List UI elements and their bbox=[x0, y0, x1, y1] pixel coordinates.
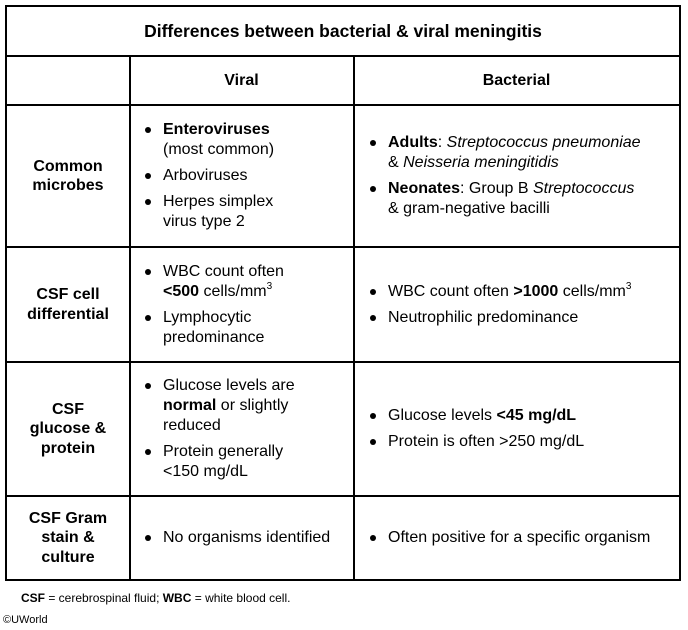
text-bold: normal bbox=[163, 397, 217, 414]
abbrev-csf: CSF bbox=[21, 591, 45, 605]
list-item: Protein is often >250 mg/dL bbox=[369, 432, 585, 452]
list-item: Enteroviruses (most common) bbox=[145, 120, 291, 160]
viral-glucose-protein-cell: Glucose levels are normal or slightly red… bbox=[139, 363, 349, 495]
text: or slightly reduced bbox=[163, 397, 289, 434]
row-header-csf-gram-stain-culture: CSF Gram stain & culture bbox=[7, 497, 129, 579]
text-bold: Enteroviruses bbox=[163, 121, 270, 138]
row-header-line: CSF bbox=[52, 400, 84, 418]
abbrev-wbc-definition: = white blood cell. bbox=[191, 591, 291, 605]
text-bold: Adults bbox=[388, 134, 438, 151]
row-header-line: differential bbox=[27, 305, 109, 323]
row-divider-1 bbox=[7, 104, 679, 106]
text-italic: Neisseria meningitidis bbox=[403, 154, 559, 171]
row-header-line: glucose & bbox=[29, 420, 107, 438]
text-bold: >1000 bbox=[513, 282, 559, 300]
abbrev-wbc: WBC bbox=[162, 591, 192, 605]
bacterial-gram-stain-cell: Often positive for a specific organism bbox=[364, 497, 678, 579]
text: Glucose levels are bbox=[163, 377, 295, 394]
superscript: 3 bbox=[625, 280, 632, 292]
text: Protein generally <150 mg/dL bbox=[163, 443, 284, 480]
column-divider-1 bbox=[129, 57, 131, 579]
row-header-line: stain & bbox=[41, 529, 95, 547]
row-header-line: Common bbox=[33, 157, 103, 175]
bacterial-microbes-cell: Adults: Streptococcus pneumoniae & Neisse… bbox=[364, 106, 678, 246]
superscript: 3 bbox=[266, 280, 273, 292]
row-header-line: microbes bbox=[32, 177, 104, 194]
viral-microbes-cell: Enteroviruses (most common) Arboviruses H… bbox=[139, 106, 349, 246]
bacterial-glucose-protein-cell: Glucose levels <45 mg/dL Protein is ofte… bbox=[364, 363, 678, 495]
viral-gram-stain-cell: No organisms identified bbox=[139, 497, 349, 579]
text: Group B bbox=[468, 180, 533, 197]
row-header-csf-glucose-protein: CSF glucose & protein bbox=[7, 363, 129, 495]
text: Glucose levels bbox=[388, 407, 497, 424]
row-header-line: CSF cell bbox=[36, 286, 100, 303]
row-header-line: protein bbox=[40, 439, 96, 457]
text-italic: Streptococcus pneumoniae bbox=[446, 134, 641, 151]
list-item: No organisms identified bbox=[144, 528, 331, 548]
list-item: Neutrophilic predominance bbox=[369, 308, 631, 328]
text: Often positive for a specific organism bbox=[388, 529, 651, 546]
text-bold: Neonates bbox=[388, 180, 461, 197]
list-item: WBC count often >1000 cells/mm3 bbox=[369, 280, 632, 302]
text: & bbox=[388, 154, 404, 171]
footnote: CSF = cerebrospinal fluid; WBC = white b… bbox=[21, 591, 290, 605]
bacterial-cell-differential-cell: WBC count often >1000 cells/mm3 Neutroph… bbox=[364, 248, 678, 361]
text: Protein is often >250 mg/dL bbox=[388, 433, 585, 450]
text: Neutrophilic predominance bbox=[388, 308, 579, 326]
text: Lymphocytic predominance bbox=[163, 308, 265, 346]
list-item: Arboviruses bbox=[145, 166, 303, 186]
text: & gram-negative bacilli bbox=[388, 200, 550, 217]
text: WBC count often bbox=[163, 262, 284, 280]
text: : bbox=[437, 134, 447, 151]
text-italic: Streptococcus bbox=[532, 180, 635, 197]
list-item: Often positive for a specific organism bbox=[369, 528, 651, 548]
copyright: ©UWorld bbox=[3, 614, 48, 626]
text: : bbox=[460, 180, 469, 197]
column-header-bacterial: Bacterial bbox=[482, 71, 551, 89]
text: Arboviruses bbox=[163, 167, 248, 184]
table-title: Differences between bacterial & viral me… bbox=[7, 7, 679, 57]
list-item: WBC count often <500 cells/mm3 bbox=[145, 262, 284, 302]
list-item: Protein generally <150 mg/dL bbox=[145, 442, 303, 482]
list-item: Adults: Streptococcus pneumoniae & Neisse… bbox=[370, 133, 641, 173]
abbrev-csf-definition: = cerebrospinal fluid; bbox=[45, 591, 163, 605]
text: cells/mm bbox=[558, 282, 626, 300]
row-header-line: culture bbox=[41, 548, 95, 566]
row-header-common-microbes: Common microbes bbox=[7, 106, 129, 246]
row-divider-4 bbox=[7, 495, 679, 497]
list-item: Lymphocytic predominance bbox=[145, 308, 273, 348]
text: cells/mm bbox=[199, 282, 267, 300]
list-item: Herpes simplex virus type 2 bbox=[145, 192, 303, 232]
row-header-csf-cell-differential: CSF cell differential bbox=[7, 248, 129, 361]
column-header-viral: Viral bbox=[224, 71, 259, 89]
row-header-line: CSF Gram bbox=[28, 509, 108, 527]
list-item: Glucose levels are normal or slightly red… bbox=[145, 376, 323, 436]
viral-cell-differential-cell: WBC count often <500 cells/mm3 Lymphocyti… bbox=[139, 248, 349, 361]
text: WBC count often bbox=[388, 282, 514, 300]
comparison-table: Differences between bacterial & viral me… bbox=[5, 5, 681, 581]
text: Herpes simplex virus type 2 bbox=[163, 193, 274, 230]
list-item: Glucose levels <45 mg/dL bbox=[369, 406, 584, 426]
list-item: Neonates: Group B Streptococcus & gram-ne… bbox=[370, 179, 641, 219]
text: No organisms identified bbox=[163, 529, 331, 546]
text-bold: <500 bbox=[163, 282, 200, 300]
column-divider-2 bbox=[353, 57, 355, 579]
row-divider-3 bbox=[7, 361, 679, 363]
text: (most common) bbox=[163, 141, 275, 158]
text-bold: <45 mg/dL bbox=[496, 407, 577, 424]
row-divider-2 bbox=[7, 246, 679, 248]
